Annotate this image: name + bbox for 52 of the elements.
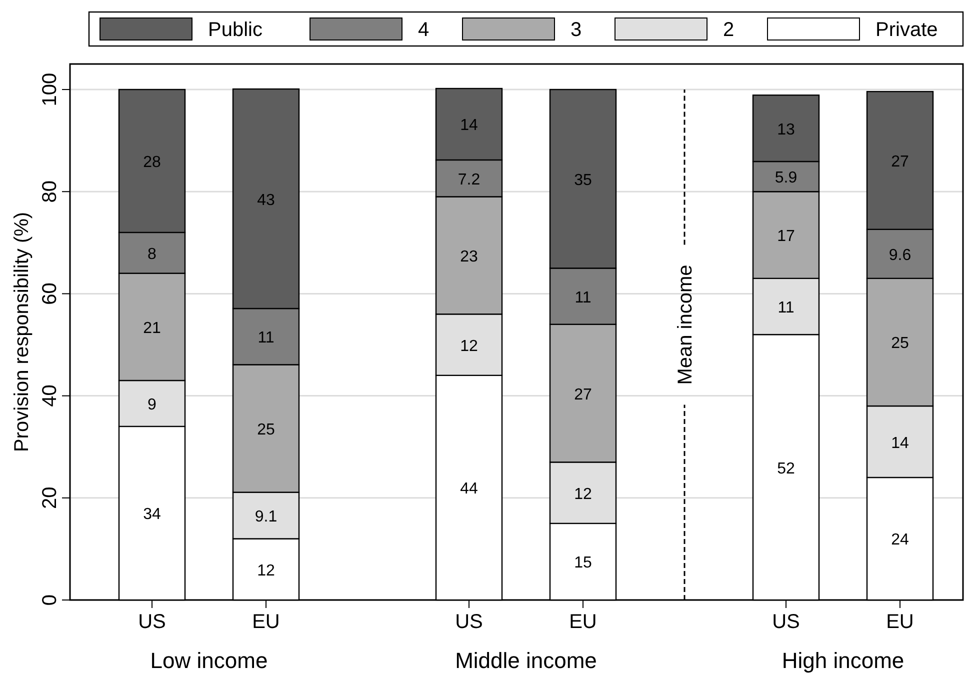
data-label: 11 <box>258 330 274 347</box>
legend-label: 3 <box>570 19 582 41</box>
data-label: 13 <box>777 121 795 138</box>
data-label: 23 <box>460 248 478 266</box>
data-label: 27 <box>574 386 592 404</box>
x-tick-label: US <box>138 611 166 633</box>
data-label: 44 <box>460 480 478 498</box>
data-label: 14 <box>460 117 478 134</box>
legend-label: Private <box>876 19 938 41</box>
x-tick-label: EU <box>886 611 914 633</box>
data-label: 24 <box>891 532 909 549</box>
legend-label: 4 <box>418 19 430 41</box>
data-label: 34 <box>143 506 161 524</box>
annotation: Mean income <box>674 264 696 385</box>
x-tick-label: US <box>772 611 800 633</box>
legend-label: 2 <box>723 19 734 41</box>
y-tick-label: 40 <box>39 384 61 407</box>
data-label: 27 <box>891 153 909 170</box>
text: Middle income <box>455 648 597 673</box>
y-tick-label: 0 <box>39 594 61 606</box>
data-label: 7.2 <box>458 171 480 188</box>
data-label: 52 <box>777 460 795 478</box>
data-label: 8 <box>148 246 157 263</box>
y-tick-label: 60 <box>39 282 61 305</box>
data-label: 12 <box>460 338 478 355</box>
data-label: 11 <box>574 289 592 306</box>
data-label: 17 <box>777 228 795 246</box>
data-label: 12 <box>574 486 592 503</box>
data-label: 43 <box>257 192 275 209</box>
y-tick-label: 20 <box>39 486 61 510</box>
data-label: 12 <box>257 562 275 580</box>
data-label: 28 <box>143 154 161 171</box>
data-label: 21 <box>143 320 161 337</box>
text: High income <box>782 648 904 673</box>
legend-label: Public <box>208 19 262 41</box>
data-label: 9.1 <box>254 508 278 526</box>
y-axis-title: Provision responsibility (%) <box>11 212 33 452</box>
data-label: 14 <box>891 434 909 452</box>
data-label: 5.9 <box>774 170 798 187</box>
y-tick-label: 100 <box>39 72 61 106</box>
text: Low income <box>150 648 268 673</box>
data-label: 15 <box>574 554 592 572</box>
y-tick-label: 80 <box>39 180 61 203</box>
data-label: 25 <box>891 335 909 352</box>
x-tick-label: EU <box>569 611 597 633</box>
x-tick-label: US <box>455 611 483 633</box>
data-label: 35 <box>574 172 592 189</box>
data-label: 11 <box>778 299 794 316</box>
data-label: 25 <box>257 421 275 438</box>
data-label: 9.6 <box>888 246 912 264</box>
data-label: 9 <box>148 396 157 414</box>
x-tick-label: EU <box>252 611 280 633</box>
